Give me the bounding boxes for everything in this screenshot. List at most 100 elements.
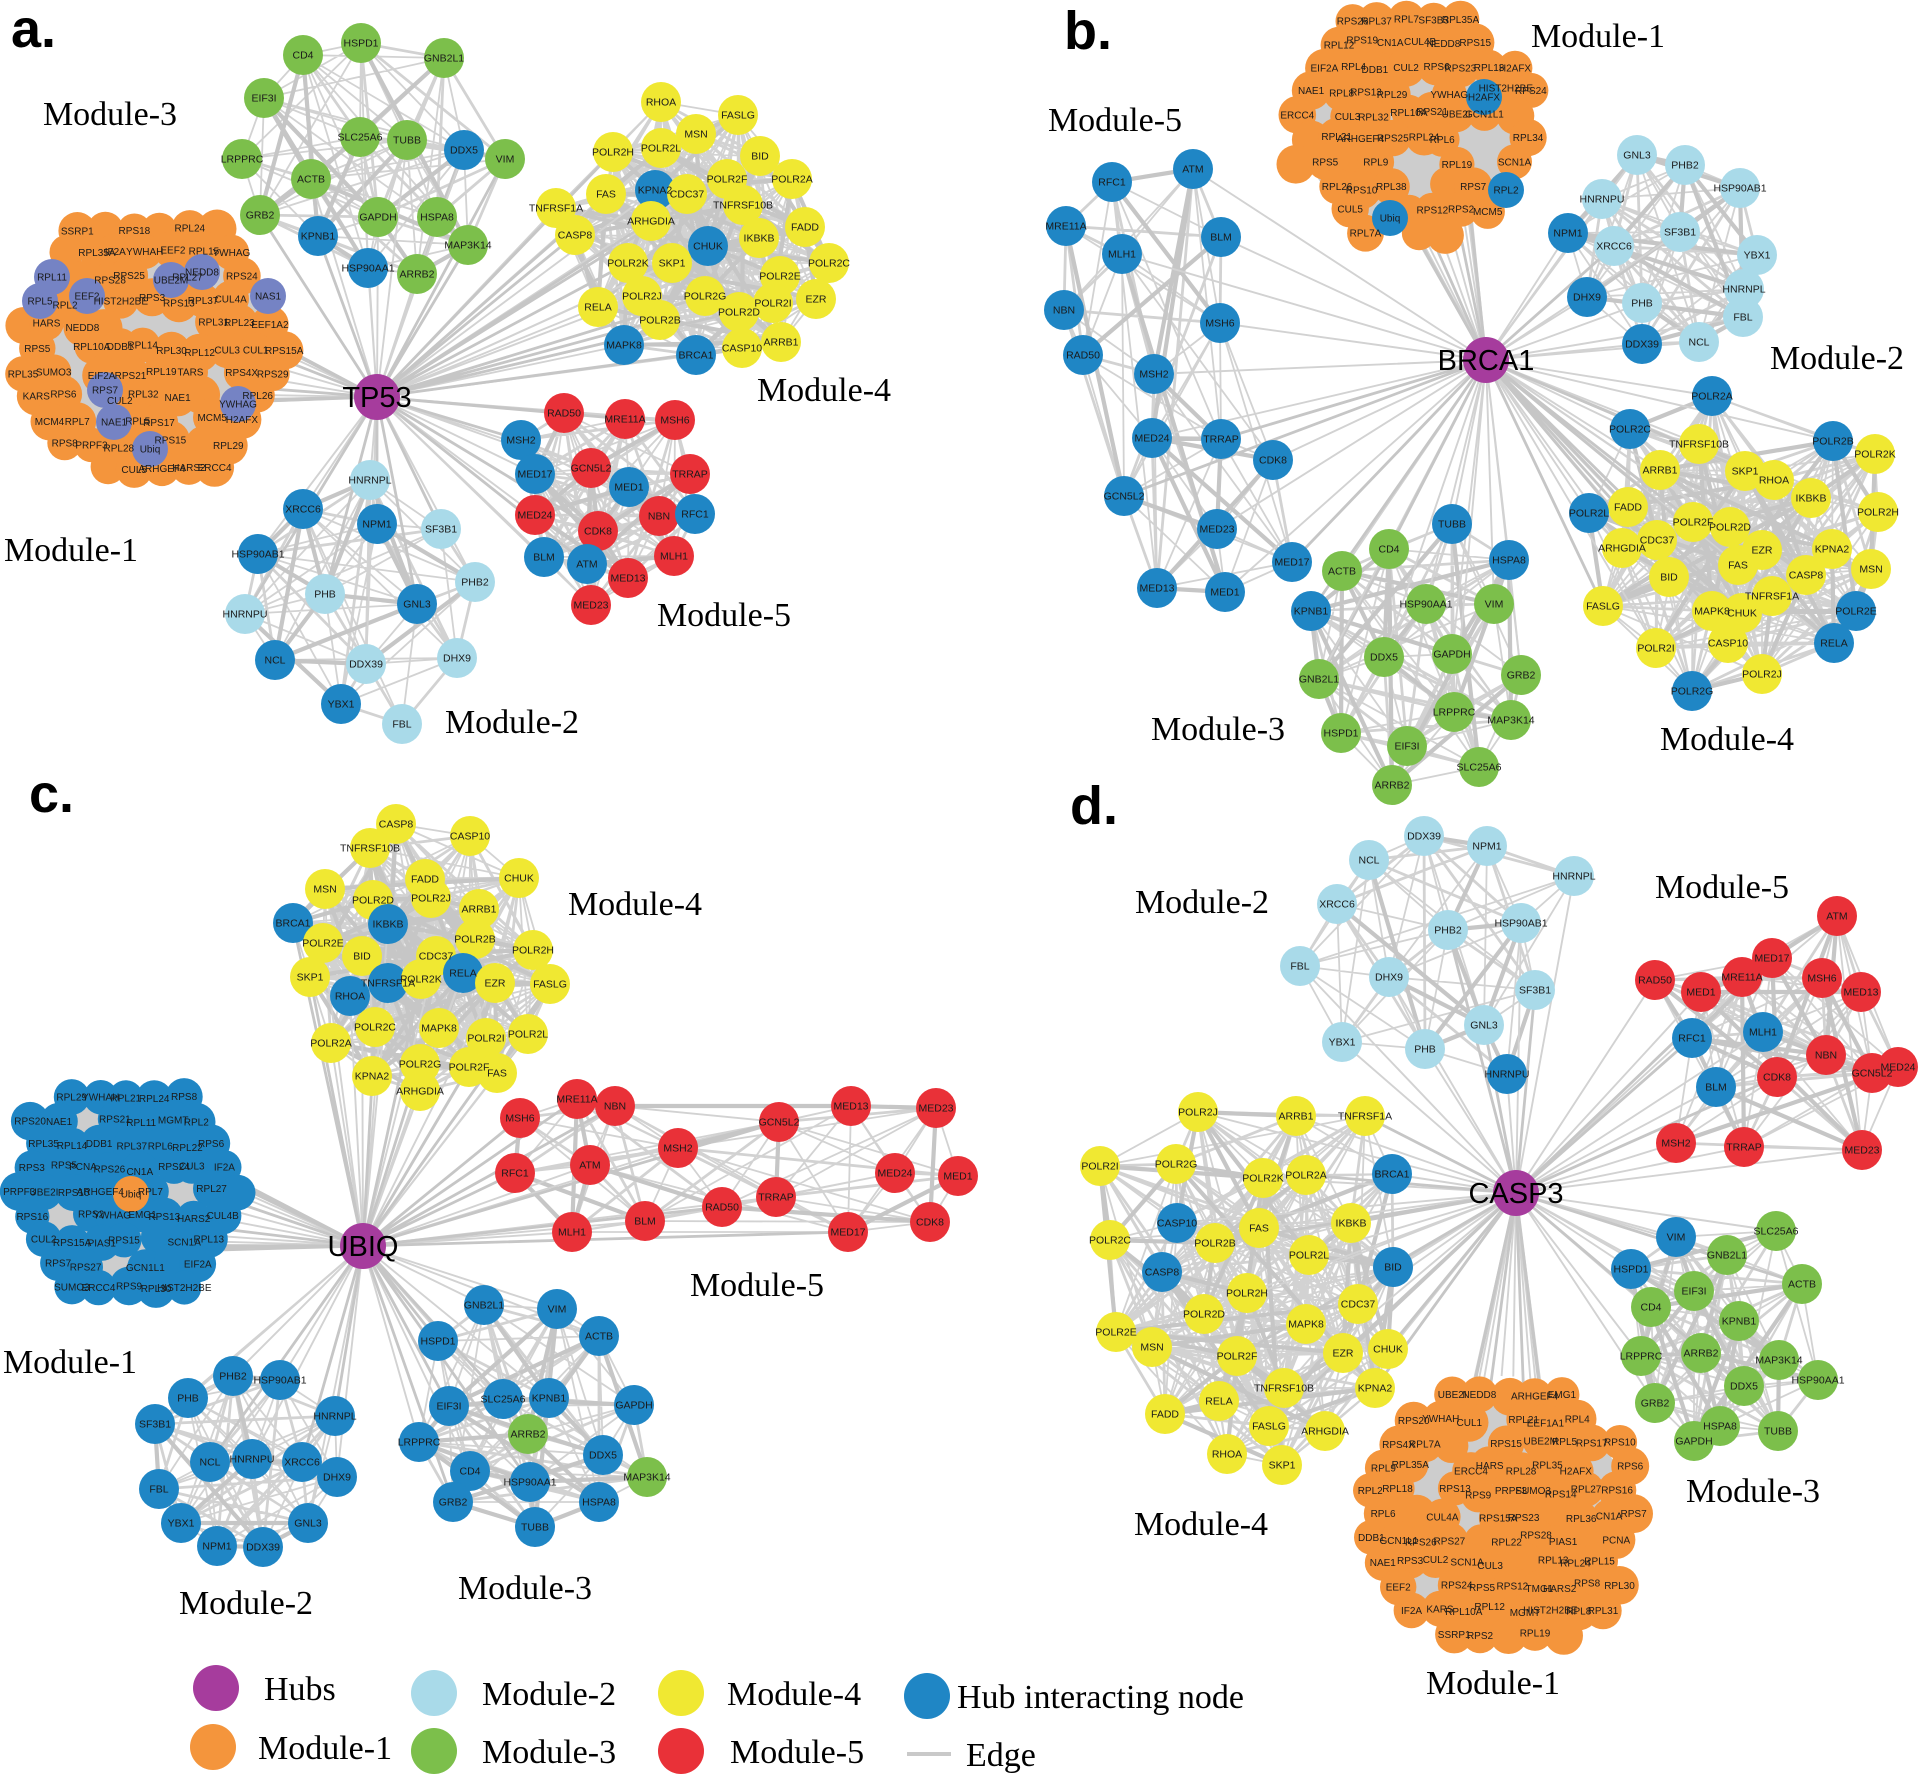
svg-text:HNRNPL: HNRNPL (313, 1411, 356, 1423)
svg-text:KPNA2: KPNA2 (1358, 1383, 1393, 1395)
svg-text:POLR2J: POLR2J (1178, 1107, 1218, 1119)
svg-text:RPL5: RPL5 (125, 416, 150, 427)
svg-text:MSN: MSN (1859, 564, 1882, 576)
svg-text:RPL27: RPL27 (1571, 1485, 1602, 1496)
svg-text:ARRB2: ARRB2 (510, 1429, 545, 1441)
svg-text:RFC1: RFC1 (1098, 177, 1126, 189)
svg-text:RPS13: RPS13 (1439, 1484, 1471, 1495)
svg-text:RPL10A: RPL10A (1445, 1607, 1483, 1618)
svg-text:NEDD8: NEDD8 (185, 268, 219, 279)
svg-text:RPL4: RPL4 (1341, 62, 1366, 73)
svg-text:ARRB1: ARRB1 (1278, 1111, 1313, 1123)
svg-text:NBN: NBN (1815, 1050, 1837, 1062)
svg-text:SLC25A6: SLC25A6 (481, 1394, 526, 1406)
svg-text:BID: BID (1384, 1262, 1402, 1274)
svg-text:MAP3K14: MAP3K14 (1487, 715, 1534, 727)
svg-text:CASP8: CASP8 (1789, 570, 1824, 582)
svg-text:MLH1: MLH1 (1108, 249, 1136, 261)
svg-text:RAD50: RAD50 (1638, 975, 1672, 987)
svg-text:RPS9: RPS9 (116, 1281, 143, 1292)
svg-text:Module-5: Module-5 (690, 1267, 824, 1304)
svg-text:MCM5: MCM5 (197, 413, 227, 424)
svg-text:RPL8: RPL8 (1566, 1607, 1591, 1618)
svg-text:Module-5: Module-5 (657, 597, 791, 634)
svg-text:RPL35A: RPL35A (1442, 15, 1480, 26)
svg-text:CD4: CD4 (1640, 1302, 1661, 1314)
svg-text:RPS24: RPS24 (158, 1162, 190, 1173)
svg-text:EIF3I: EIF3I (1394, 741, 1419, 753)
svg-text:RPL21: RPL21 (1321, 132, 1352, 143)
svg-text:XRCC6: XRCC6 (1596, 241, 1632, 253)
svg-text:FBL: FBL (1290, 961, 1309, 973)
svg-text:FBL: FBL (392, 719, 411, 731)
svg-text:RPS18: RPS18 (119, 226, 151, 237)
svg-text:BRCA1: BRCA1 (1374, 1169, 1409, 1181)
svg-text:DHX9: DHX9 (443, 653, 471, 665)
svg-text:DDB1: DDB1 (1362, 65, 1389, 76)
svg-text:HSP90AB1: HSP90AB1 (231, 549, 284, 561)
svg-text:DDB1: DDB1 (1358, 1533, 1385, 1544)
svg-text:FAS: FAS (596, 189, 616, 201)
svg-text:TNFRSF10B: TNFRSF10B (340, 843, 400, 855)
svg-text:MSH6: MSH6 (1205, 318, 1234, 330)
svg-text:RPS26: RPS26 (1405, 1538, 1437, 1549)
svg-text:POLR2K: POLR2K (1854, 449, 1895, 461)
svg-text:TNFRSF1A: TNFRSF1A (361, 978, 415, 990)
svg-text:SKP1: SKP1 (1269, 1460, 1296, 1472)
svg-text:PRPF3: PRPF3 (1495, 1486, 1528, 1497)
svg-text:Module-1: Module-1 (1531, 18, 1665, 55)
svg-text:MED1: MED1 (943, 1171, 972, 1183)
svg-text:MED17: MED17 (1754, 953, 1789, 965)
svg-text:POLR2H: POLR2H (592, 147, 634, 159)
svg-text:HSPA8: HSPA8 (582, 1497, 616, 1509)
svg-text:VIM: VIM (1667, 1232, 1686, 1244)
svg-text:NBN: NBN (1053, 305, 1075, 317)
svg-text:PIAS1: PIAS1 (1549, 1537, 1578, 1548)
svg-text:RPL26: RPL26 (242, 391, 273, 402)
svg-text:CUL3: CUL3 (1477, 1561, 1503, 1572)
svg-text:RPS3: RPS3 (139, 293, 166, 304)
svg-text:SF3B1: SF3B1 (425, 524, 457, 536)
svg-text:RPS16: RPS16 (16, 1212, 48, 1223)
svg-text:HARS: HARS (1476, 1461, 1504, 1472)
svg-text:RPS8: RPS8 (171, 1092, 198, 1103)
svg-text:RPL5: RPL5 (27, 297, 52, 308)
svg-text:NPM1: NPM1 (1472, 841, 1501, 853)
svg-text:UBE2I: UBE2I (1438, 1390, 1467, 1401)
svg-text:RHOA: RHOA (1759, 475, 1789, 487)
svg-text:CUL3: CUL3 (1335, 112, 1361, 123)
svg-text:POLR2D: POLR2D (1183, 1309, 1225, 1321)
svg-text:CUL1: CUL1 (1457, 1418, 1483, 1429)
svg-text:MED23: MED23 (1199, 524, 1234, 536)
svg-text:DDX5: DDX5 (450, 145, 478, 157)
svg-text:RPL24: RPL24 (1409, 133, 1440, 144)
svg-text:SF3B1: SF3B1 (139, 1419, 171, 1431)
svg-text:RPS13: RPS13 (1350, 88, 1382, 99)
svg-text:DHX9: DHX9 (1375, 972, 1403, 984)
svg-text:RAD50: RAD50 (547, 408, 581, 420)
svg-text:HIST2H2BE: HIST2H2BE (1479, 84, 1534, 95)
svg-text:SLC25A6: SLC25A6 (1754, 1226, 1799, 1238)
svg-text:MSN: MSN (313, 884, 336, 896)
svg-text:RPS26: RPS26 (94, 1165, 126, 1176)
svg-text:HARS2: HARS2 (1543, 1584, 1577, 1595)
svg-text:RPL9: RPL9 (1371, 1464, 1396, 1475)
svg-text:EIF2A: EIF2A (1311, 64, 1339, 75)
svg-text:RPL11: RPL11 (126, 1118, 156, 1129)
svg-text:RELA: RELA (449, 968, 476, 980)
svg-text:NAS1: NAS1 (255, 292, 282, 303)
svg-text:MLH1: MLH1 (558, 1227, 586, 1239)
svg-text:SSRP1: SSRP1 (1438, 1630, 1471, 1641)
svg-text:RPL13: RPL13 (194, 1235, 225, 1246)
svg-text:PRPF3: PRPF3 (75, 440, 108, 451)
svg-text:MSH2: MSH2 (506, 435, 535, 447)
svg-text:Module-5: Module-5 (1655, 869, 1789, 906)
svg-text:RPL6: RPL6 (1371, 1509, 1396, 1520)
svg-text:HNRNPU: HNRNPU (230, 1454, 275, 1466)
svg-text:SUMO3: SUMO3 (36, 368, 72, 379)
svg-text:RPL10A: RPL10A (73, 342, 111, 353)
svg-text:HNRNPU: HNRNPU (1485, 1069, 1530, 1081)
svg-text:EZR: EZR (1333, 1348, 1354, 1360)
svg-text:CUL4A: CUL4A (215, 294, 248, 305)
svg-text:HSPA8: HSPA8 (420, 212, 454, 224)
